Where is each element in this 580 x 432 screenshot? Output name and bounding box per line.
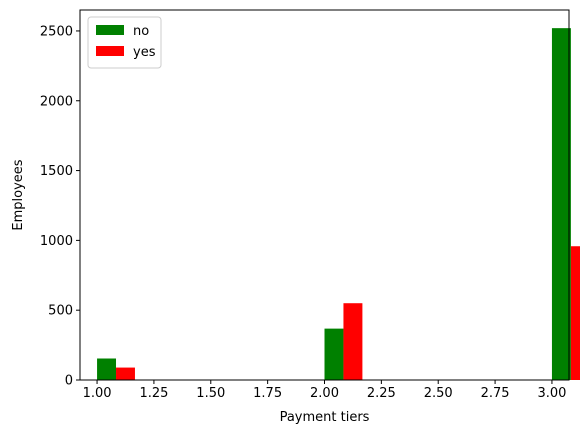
bar-no-2	[551, 28, 571, 381]
bar-no-1	[324, 328, 344, 380]
x-tick-label-3: 1.75	[253, 386, 282, 401]
y-tick-label-3: 1500	[40, 164, 73, 179]
x-tick-label-7: 2.75	[481, 386, 510, 401]
y-axis: 0 500 1000 1500 2000 2500	[40, 24, 80, 389]
legend-swatch-yes	[96, 46, 124, 56]
x-tick-label-6: 2.50	[424, 386, 453, 401]
bars-group	[97, 28, 580, 381]
x-tick-label-2: 1.50	[196, 386, 225, 401]
y-tick-label-1: 500	[48, 304, 73, 319]
y-tick-label-4: 2000	[40, 94, 73, 109]
x-tick-label-8: 3.00	[537, 386, 566, 401]
x-tick-label-5: 2.25	[367, 386, 396, 401]
y-tick-label-0: 0	[65, 374, 73, 389]
x-axis: 1.00 1.25 1.50 1.75 2.00 2.25 2.50 2.75 3.00	[83, 380, 566, 401]
x-axis-label: Payment tiers	[280, 410, 370, 425]
bar-yes-1	[343, 303, 363, 380]
legend-swatch-no	[96, 25, 124, 35]
y-tick-label-2: 1000	[40, 234, 73, 249]
legend-box	[87, 16, 162, 69]
x-tick-label-0: 1.00	[83, 386, 112, 401]
x-tick-label-1: 1.25	[139, 386, 168, 401]
x-tick-label-4: 2.00	[310, 386, 339, 401]
y-axis-label: Employees	[11, 159, 26, 230]
legend-label-no: no	[133, 24, 149, 39]
legend-label-yes: yes	[133, 45, 156, 60]
bar-yes-2	[570, 246, 580, 380]
bar-no-0	[97, 358, 117, 380]
bar-yes-0	[116, 367, 135, 380]
legend: no yes	[87, 16, 162, 69]
y-tick-label-5: 2500	[40, 24, 73, 39]
